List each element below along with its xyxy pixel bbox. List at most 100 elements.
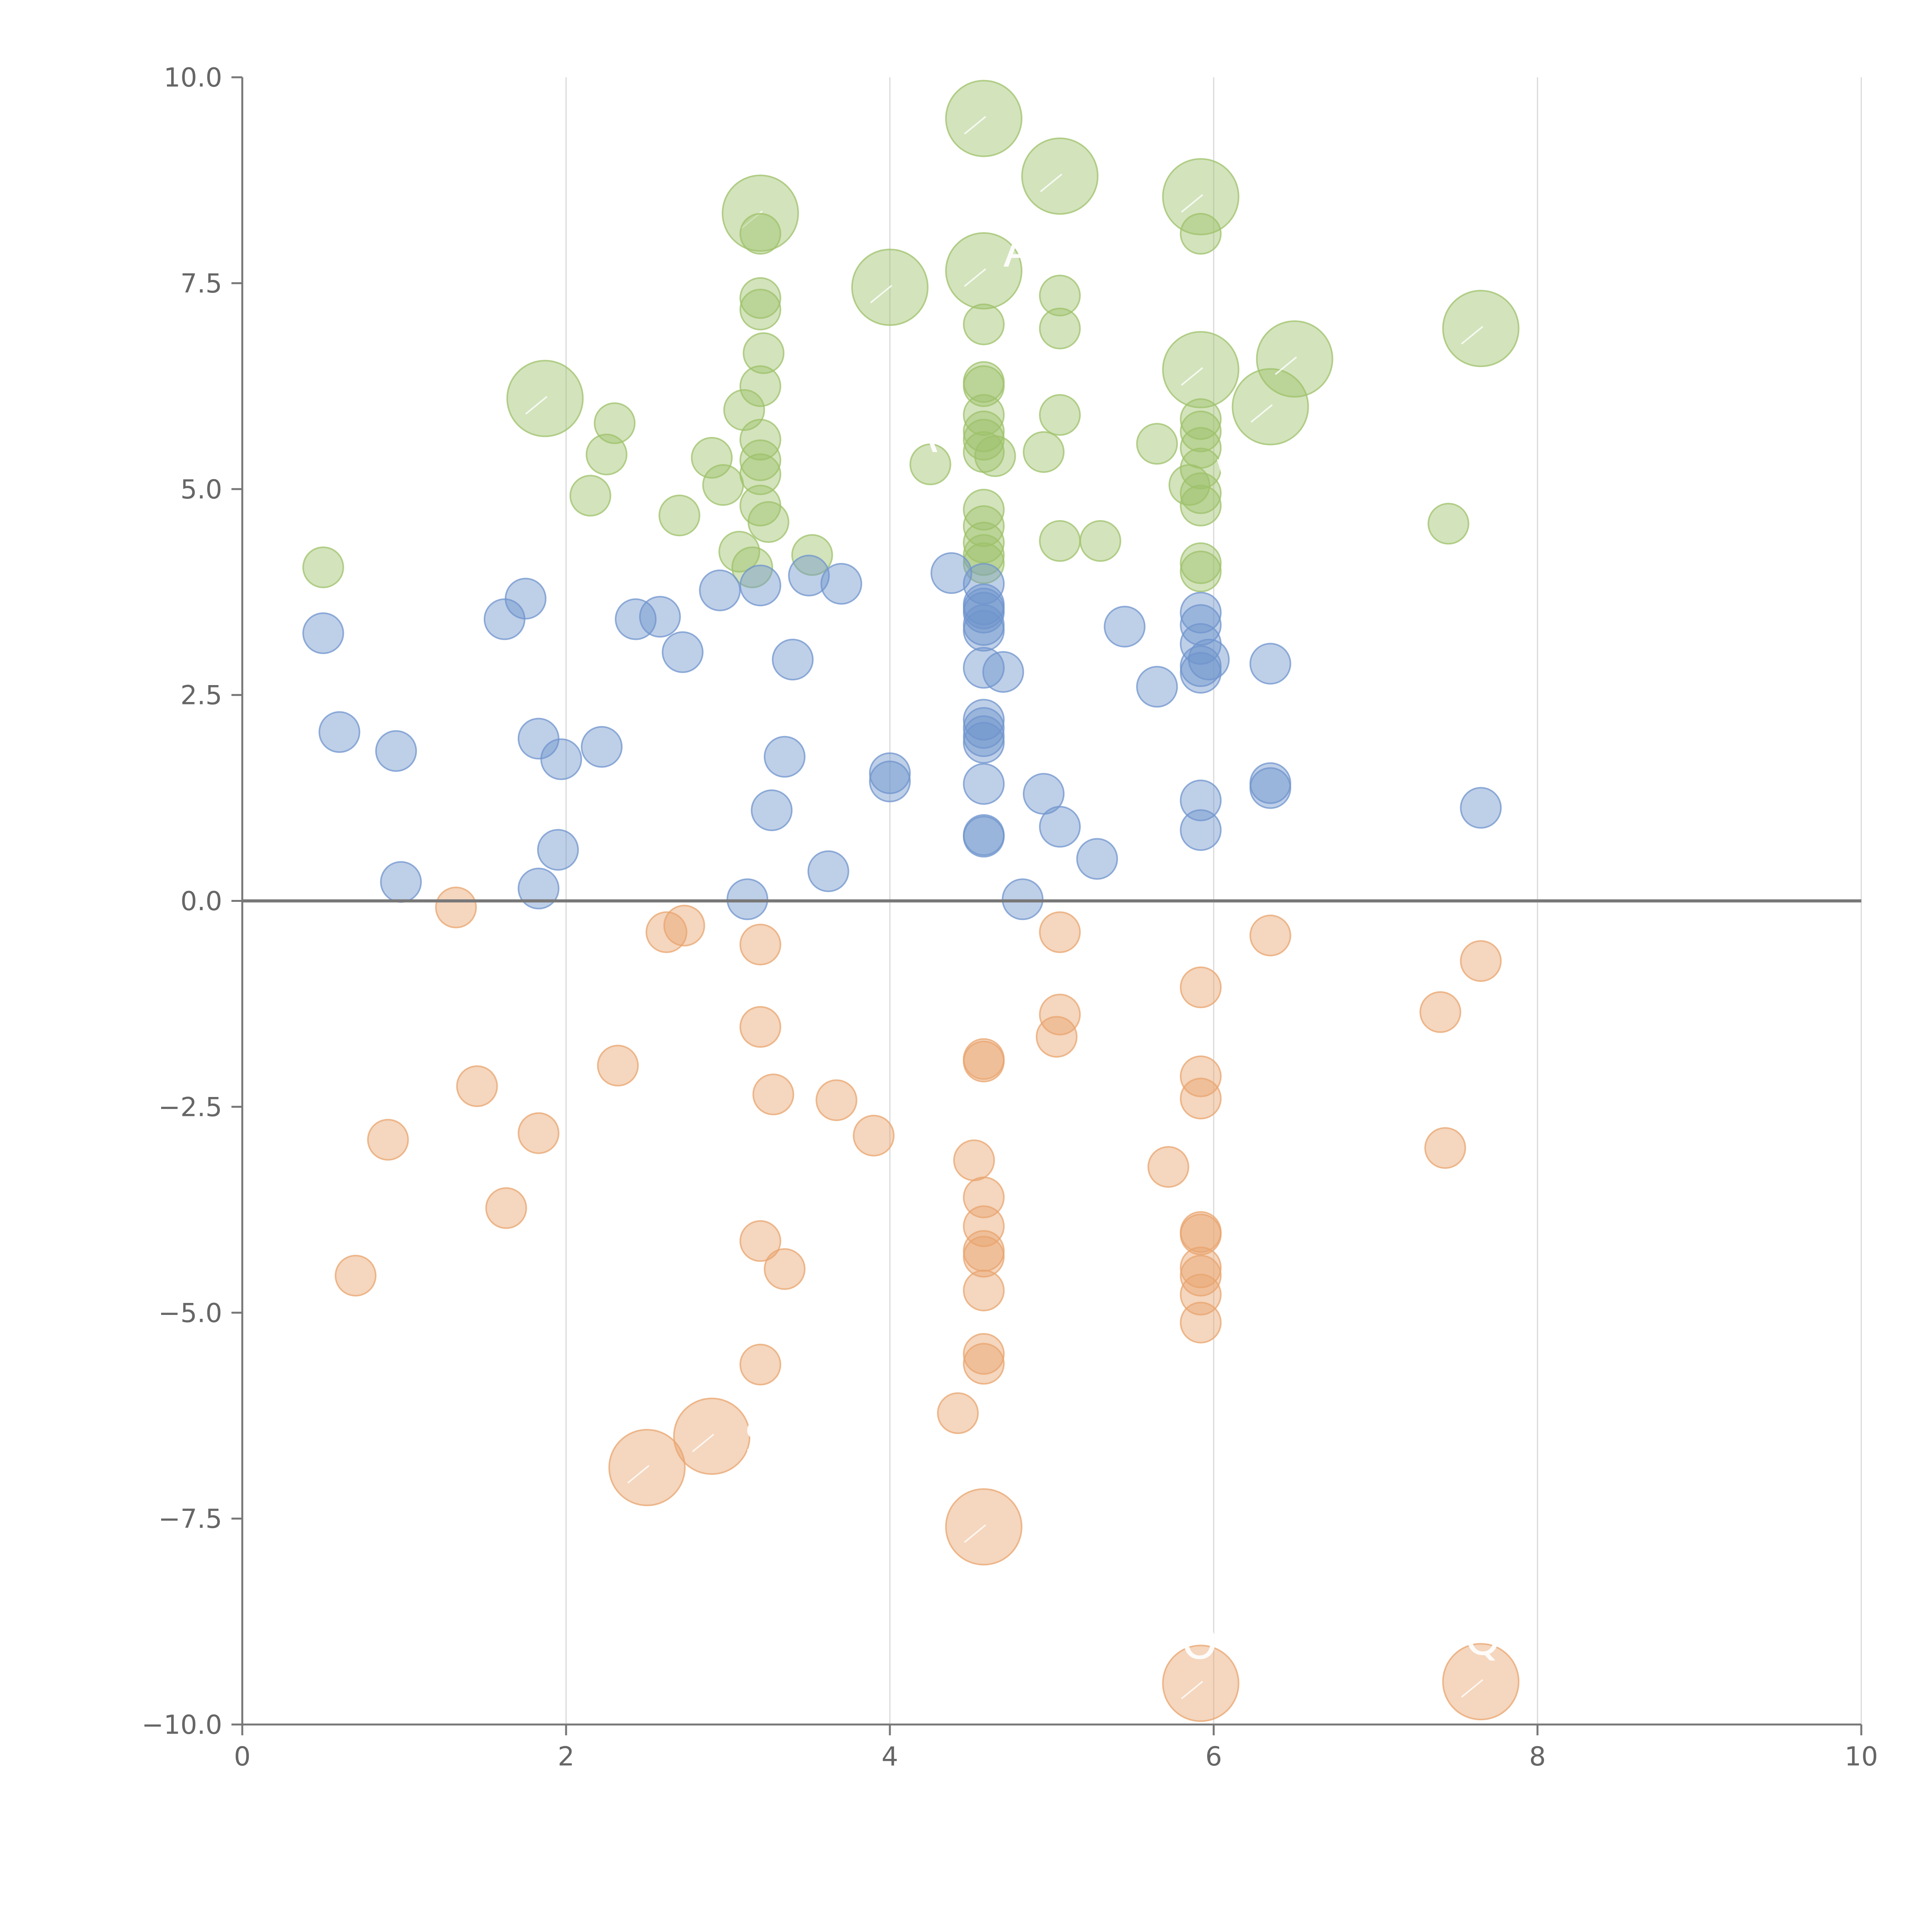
- bubble-leader-line: [1250, 404, 1273, 423]
- orange-point: [963, 1343, 1005, 1385]
- green-point: [1136, 423, 1178, 465]
- green-point: [739, 289, 781, 331]
- orange-point: [1424, 1127, 1466, 1169]
- green-point: [739, 453, 781, 495]
- orange-point: [1460, 940, 1502, 982]
- blue-point: [1039, 806, 1081, 848]
- blue-point: [982, 651, 1024, 693]
- blue-point: [726, 878, 769, 920]
- green-point: [747, 501, 789, 543]
- blue-point: [788, 554, 830, 597]
- green-point: [739, 365, 781, 407]
- blue-point: [615, 598, 657, 640]
- blue-point: [1180, 809, 1222, 851]
- bubble-leader-line: [1461, 1679, 1483, 1698]
- bubble-leader-line: [1181, 367, 1203, 386]
- point-label: \: [1217, 451, 1233, 504]
- orange-point: [367, 1119, 409, 1161]
- blue-point: [739, 565, 781, 607]
- orange-point: [739, 1344, 781, 1386]
- green-point: [569, 474, 611, 517]
- blue-point: [1136, 666, 1178, 708]
- green-point: [1023, 431, 1065, 473]
- blue-point: [1460, 787, 1502, 829]
- green-point: [1039, 308, 1081, 350]
- orange-point: [1180, 1301, 1222, 1344]
- x-tick-label: 8: [1529, 1742, 1546, 1772]
- point-label: A: [906, 410, 938, 463]
- blue-point: [1188, 638, 1230, 680]
- blue-point: [540, 738, 582, 780]
- blue-point: [963, 610, 1005, 652]
- green-point: [1180, 410, 1222, 452]
- orange-point: [739, 1006, 781, 1048]
- green-point: [1039, 274, 1081, 316]
- point-label: AX: [1003, 224, 1066, 278]
- green-point: [1180, 213, 1222, 255]
- y-tick-label: 5.0: [180, 474, 222, 505]
- point-label: Q: [1464, 1612, 1501, 1666]
- blue-point: [1249, 643, 1291, 685]
- blue-point: [581, 726, 623, 768]
- blue-point: [517, 867, 560, 910]
- blue-point: [302, 612, 344, 654]
- orange-point: [456, 1065, 498, 1107]
- orange-point: [1249, 915, 1291, 957]
- blue-point: [963, 816, 1005, 858]
- y-tick-label: −7.5: [158, 1504, 222, 1534]
- green-point: [1168, 464, 1211, 506]
- point-label: S: [744, 1413, 774, 1466]
- green-point: [658, 494, 701, 536]
- orange-point: [663, 905, 705, 947]
- green-point: [743, 332, 785, 374]
- orange-point: [853, 1114, 895, 1156]
- orange-point: [739, 923, 781, 966]
- green-point: [963, 505, 1005, 547]
- blue-point: [751, 789, 793, 832]
- y-tick-label: 0.0: [180, 886, 222, 917]
- blue-point: [662, 631, 704, 673]
- green-point: [302, 546, 344, 588]
- blue-point: [699, 569, 741, 611]
- green-point: [585, 434, 628, 476]
- green-point: [963, 489, 1005, 531]
- orange-point: [517, 1112, 560, 1154]
- orange-point: [1419, 991, 1461, 1033]
- green-point: [1180, 485, 1222, 527]
- blue-point: [1180, 779, 1222, 821]
- blue-point: [1104, 605, 1146, 648]
- blue-point: [764, 736, 806, 778]
- orange-point: [335, 1255, 377, 1297]
- orange-point: [963, 1236, 1005, 1278]
- point-label: \: [1019, 1459, 1035, 1513]
- bubble-leader-line: [1040, 173, 1063, 192]
- blue-point: [930, 552, 973, 594]
- x-tick-label: 0: [234, 1742, 250, 1772]
- blue-point: [1180, 604, 1222, 646]
- bubble-leader-line: [627, 1465, 650, 1484]
- orange-point: [963, 1333, 1005, 1375]
- green-point: [1079, 520, 1121, 562]
- orange-point: [1180, 1055, 1222, 1097]
- green-point: [1039, 394, 1081, 436]
- orange-point: [953, 1139, 995, 1181]
- x-tick-label: 6: [1205, 1742, 1222, 1772]
- x-tick-label: 2: [558, 1742, 574, 1772]
- y-tick-label: 2.5: [180, 680, 222, 711]
- y-tick-label: −5.0: [158, 1298, 222, 1328]
- orange-point: [963, 1038, 1005, 1080]
- blue-point: [537, 829, 579, 871]
- point-label: O: [1181, 1616, 1218, 1670]
- y-tick-label: −2.5: [158, 1092, 222, 1122]
- orange-point: [1180, 1213, 1222, 1255]
- blue-point: [375, 730, 417, 772]
- orange-point: [1039, 993, 1081, 1036]
- blue-point: [1180, 652, 1222, 694]
- orange-point: [1147, 1146, 1189, 1188]
- green-point: [963, 394, 1005, 436]
- green-point: [909, 443, 951, 485]
- blue-point: [639, 596, 681, 638]
- green-point: [963, 365, 1005, 407]
- blue-point: [505, 578, 547, 620]
